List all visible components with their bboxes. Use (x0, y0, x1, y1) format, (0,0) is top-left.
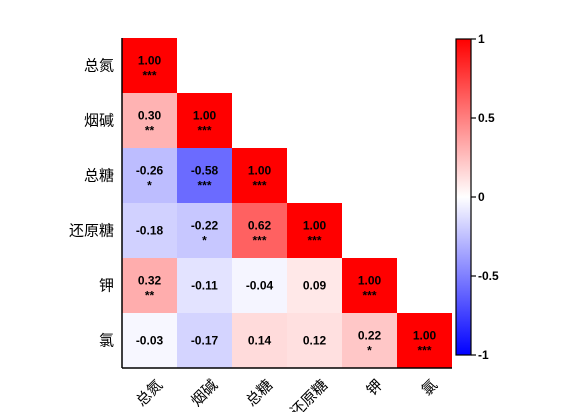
heatmap-cell-1-1 (177, 93, 232, 148)
cell-value-label: 1.00 (303, 219, 327, 233)
cell-value-label: -0.11 (191, 279, 218, 293)
colorbar-tick-label: -1 (478, 348, 489, 362)
heatmap-cell-2-1 (177, 148, 232, 203)
cell-significance-label: *** (362, 289, 376, 303)
cell-significance-label: *** (252, 234, 266, 248)
colorbar-tick-label: 0 (478, 190, 485, 204)
cell-value-label: 0.12 (303, 334, 327, 348)
cell-significance-label: * (147, 179, 152, 193)
heatmap-cell-0-0 (122, 38, 177, 93)
heatmap-cell-5-5 (397, 313, 452, 368)
x-axis-label: 烟碱 (187, 376, 221, 410)
y-axis-label: 总糖 (84, 167, 114, 185)
colorbar-gradient (455, 38, 472, 356)
heatmap-cell-4-0 (122, 258, 177, 313)
cell-significance-label: *** (142, 69, 156, 83)
heatmap-axes (121, 38, 452, 369)
cell-significance-label: * (367, 344, 372, 358)
cell-value-label: 0.32 (138, 274, 162, 288)
cell-value-label: 1.00 (413, 329, 437, 343)
heatmap-cell-5-1 (177, 313, 232, 368)
heatmap-cell-5-4 (342, 313, 397, 368)
x-axis-label: 总氮 (132, 376, 166, 410)
x-axis-label: 氯 (418, 376, 441, 399)
cell-significance-label: *** (307, 234, 321, 248)
cell-value-label: 1.00 (358, 274, 382, 288)
y-axis-label: 钾 (99, 277, 114, 295)
heatmap-cell-5-2 (232, 313, 287, 368)
heatmap-cell-3-0 (122, 203, 177, 258)
heatmap-cell-3-1 (177, 203, 232, 258)
cell-value-label: 1.00 (193, 109, 217, 123)
cell-significance-label: *** (197, 179, 211, 193)
cell-significance-label: *** (417, 344, 431, 358)
cell-significance-label: * (202, 234, 207, 248)
x-axis-label: 钾 (363, 376, 386, 399)
heatmap-cell-4-3 (287, 258, 342, 313)
heatmap-cell-4-2 (232, 258, 287, 313)
x-axis-label: 总糖 (242, 376, 276, 410)
colorbar-tick-label: -0.5 (478, 269, 499, 283)
cell-value-label: -0.03 (136, 334, 164, 348)
colorbar-tick-label: 0.5 (478, 111, 495, 125)
cell-value-label: -0.22 (191, 219, 219, 233)
cell-significance-label: *** (252, 179, 266, 193)
cell-value-label: -0.18 (136, 224, 164, 238)
cell-significance-label: ** (145, 124, 155, 138)
x-axis-labels: 总氮 烟碱 总糖 还原糖 钾 氯 (132, 376, 441, 412)
heatmap-cell-4-1 (177, 258, 232, 313)
y-axis-label: 总氮 (84, 57, 114, 75)
heatmap-cell-3-3 (287, 203, 342, 258)
cell-value-label: -0.04 (246, 279, 274, 293)
cell-value-label: 0.30 (138, 109, 162, 123)
cell-value-label: 1.00 (138, 54, 162, 68)
colorbar-tick-label: 1 (478, 32, 485, 46)
cell-value-label: -0.17 (191, 334, 219, 348)
heatmap-cells: 1.00***0.30**1.00***-0.26*-0.58***1.00**… (122, 38, 452, 368)
cell-significance-label: *** (197, 124, 211, 138)
cell-value-label: 0.14 (248, 334, 272, 348)
cell-value-label: -0.58 (191, 164, 219, 178)
heatmap-cell-1-0 (122, 93, 177, 148)
heatmap-cell-4-4 (342, 258, 397, 313)
cell-value-label: 0.22 (358, 329, 382, 343)
colorbar: 1 0.5 0 -0.5 -1 (455, 32, 499, 362)
cell-significance-label: ** (145, 289, 155, 303)
heatmap-cell-5-0 (122, 313, 177, 368)
cell-value-label: 1.00 (248, 164, 272, 178)
cell-value-label: -0.26 (136, 164, 164, 178)
cell-value-label: 0.09 (303, 279, 327, 293)
heatmap-cell-3-2 (232, 203, 287, 258)
y-axis-label: 烟碱 (84, 112, 114, 130)
x-axis-label: 还原糖 (287, 376, 332, 412)
cell-value-label: 0.62 (248, 219, 272, 233)
y-axis-label: 还原糖 (69, 222, 114, 240)
heatmap-cell-2-0 (122, 148, 177, 203)
heatmap-cell-5-3 (287, 313, 342, 368)
y-axis-label: 氯 (99, 332, 114, 350)
heatmap-cell-2-2 (232, 148, 287, 203)
